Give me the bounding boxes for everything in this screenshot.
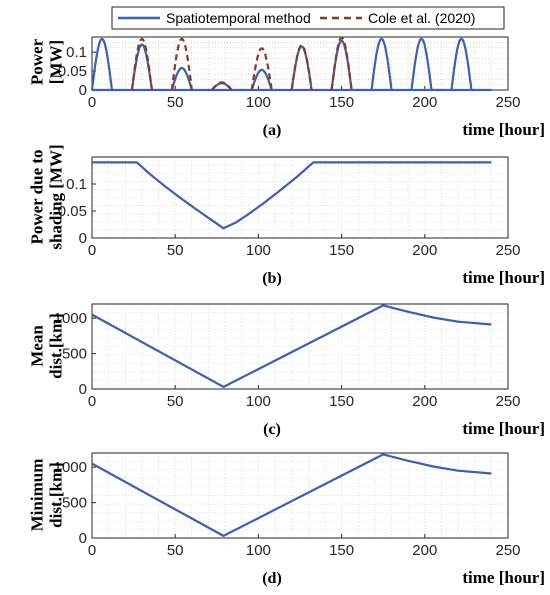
y-axis-label-line: shading [MW] (47, 144, 66, 249)
grid-b (91, 156, 509, 239)
y-tick-label: 500 (62, 495, 87, 512)
y-axis-label-d: Minimum dist.[km] (28, 459, 66, 532)
y-tick-label: 0.05 (58, 203, 87, 220)
y-tick-label: 0 (79, 530, 87, 547)
legend-box (111, 6, 505, 30)
y-axis-label-line: [MW] (47, 40, 66, 84)
x-tick-label: 0 (88, 542, 96, 559)
y-axis-label-line: dist.[km] (47, 313, 66, 379)
y-tick-label: 0 (79, 381, 87, 398)
series-line-cole-et-al-2020 (210, 81, 233, 91)
axes-box-d (91, 452, 509, 539)
x-tick-label: 150 (329, 542, 354, 559)
panel-label-c: (c) (263, 421, 281, 438)
y-axis-label-line: Minimum (28, 459, 47, 532)
series-line-spatiotemporal-method (410, 37, 433, 91)
grid-c (91, 303, 509, 390)
y-tick-label: 0.1 (66, 176, 87, 193)
y-tick-label: 0 (79, 82, 87, 99)
y-tick-label: 0.05 (58, 63, 87, 80)
y-axis-label-line: Power (28, 38, 47, 85)
x-tick-label: 150 (329, 393, 354, 410)
series-line-cole-et-al-2020 (170, 37, 193, 91)
series-line-cole-et-al-2020 (290, 44, 313, 91)
series-line-spatiotemporal-method (90, 37, 114, 91)
series-line-cole-et-al-2020 (250, 47, 273, 91)
x-tick-label: 250 (495, 242, 520, 259)
series-line-cole-et-al-2020 (330, 36, 353, 91)
x-tick-label: 50 (167, 242, 184, 259)
x-tick-label: 100 (246, 242, 271, 259)
y-axis-label-line: Power due to (28, 149, 47, 244)
series-line-spatiotemporal-method (91, 453, 492, 537)
x-tick-label: 0 (88, 393, 96, 410)
x-tick-label: 50 (167, 393, 184, 410)
series-line-spatiotemporal-method (250, 68, 273, 91)
panel-label-b: (b) (262, 270, 282, 287)
x-tick-label: 50 (167, 542, 184, 559)
x-tick-label: 150 (329, 242, 354, 259)
y-tick-label: 1000 (54, 310, 87, 327)
series-line-spatiotemporal-method (450, 37, 473, 91)
x-tick-label: 200 (412, 542, 437, 559)
x-axis-label-a: time [hour] (462, 120, 545, 139)
y-axis-label-line: Mean (28, 325, 47, 367)
y-tick-label: 0.1 (66, 44, 87, 61)
x-axis-label-d: time [hour] (462, 568, 545, 587)
series-line-spatiotemporal-method (92, 161, 492, 230)
y-tick-label: 1000 (54, 459, 87, 476)
x-tick-label: 100 (246, 94, 271, 111)
y-axis-label-c: Mean dist.[km] (28, 313, 66, 379)
series-line-spatiotemporal-method (370, 37, 393, 91)
x-tick-label: 100 (246, 542, 271, 559)
axes-box-c (91, 303, 509, 390)
x-axis-label-b: time [hour] (462, 268, 545, 287)
x-tick-label: 200 (412, 242, 437, 259)
y-tick-label: 500 (62, 346, 87, 363)
legend: Spatiotemporal method Cole et al. (2020) (111, 6, 505, 30)
x-tick-label: 150 (329, 94, 354, 111)
x-tick-label: 0 (88, 242, 96, 259)
series-line-cole-et-al-2020 (130, 37, 153, 91)
x-tick-label: 250 (495, 542, 520, 559)
x-tick-label: 50 (167, 94, 184, 111)
x-tick-label: 250 (495, 94, 520, 111)
x-tick-label: 250 (495, 393, 520, 410)
series-line-spatiotemporal-method (91, 304, 492, 388)
y-axis-label-line: dist.[km] (47, 462, 66, 528)
y-axis-label-b: Power due to shading [MW] (28, 144, 66, 249)
panel-label-d: (d) (262, 570, 282, 587)
axes-box-b (91, 156, 509, 239)
legend-label-cole: Cole et al. (2020) (368, 10, 475, 26)
legend-label-spatiotemporal: Spatiotemporal method (166, 10, 311, 26)
x-tick-label: 200 (412, 94, 437, 111)
x-tick-label: 100 (246, 393, 271, 410)
y-tick-label: 0 (79, 230, 87, 247)
x-tick-label: 0 (88, 94, 96, 111)
panel-label-a: (a) (263, 122, 282, 139)
x-axis-label-c: time [hour] (462, 419, 545, 438)
y-axis-label-a: Power [MW] (28, 38, 66, 85)
series-line-spatiotemporal-method (170, 66, 193, 91)
x-tick-label: 200 (412, 393, 437, 410)
grid-d (91, 452, 509, 539)
